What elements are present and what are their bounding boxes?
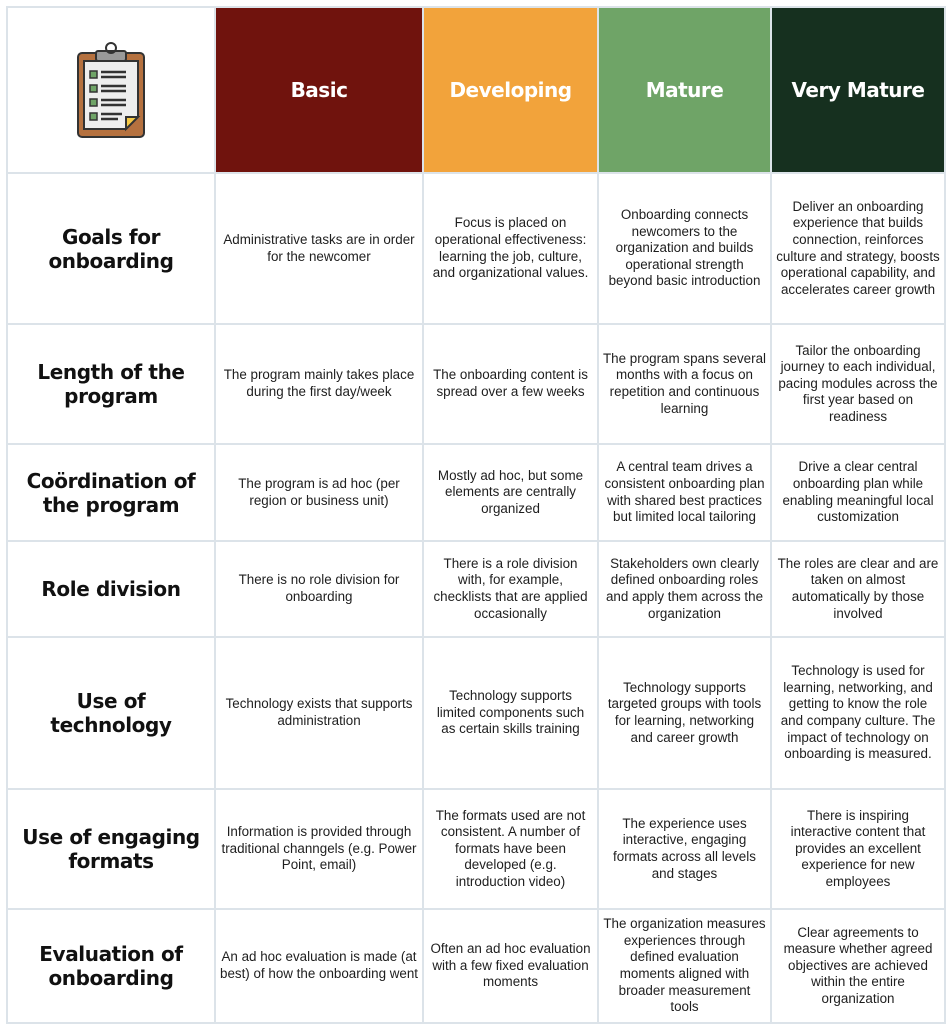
table-cell: The onboarding content is spread over a … [424,325,597,443]
table-cell: The organization measures experiences th… [599,910,770,1022]
table-cell: The roles are clear and are taken on alm… [772,542,944,636]
column-header-basic: Basic [216,8,422,172]
table-cell: Drive a clear central onboarding plan wh… [772,445,944,540]
row-label: Goals for onboarding [8,174,214,323]
table-cell: Tailor the onboarding journey to each in… [772,325,944,443]
table-cell: The formats used are not consistent. A n… [424,790,597,908]
clipboard-checklist-icon [77,42,145,138]
table-cell: Administrative tasks are in order for th… [216,174,422,323]
table-cell: Technology is used for learning, network… [772,638,944,788]
column-header-very-mature: Very Mature [772,8,944,172]
table-cell: The program is ad hoc (per region or bus… [216,445,422,540]
table-cell: A central team drives a consistent onboa… [599,445,770,540]
table-cell: There is no role division for onboarding [216,542,422,636]
table-cell: Information is provided through traditio… [216,790,422,908]
table-cell: Technology supports limited components s… [424,638,597,788]
header-icon-cell [8,8,214,172]
column-header-mature: Mature [599,8,770,172]
row-label: Use of technology [8,638,214,788]
table-cell: Focus is placed on operational effective… [424,174,597,323]
row-label: Length of the program [8,325,214,443]
table-cell: The program spans several months with a … [599,325,770,443]
table-cell: There is inspiring interactive content t… [772,790,944,908]
table-cell: Mostly ad hoc, but some elements are cen… [424,445,597,540]
table-cell: Clear agreements to measure whether agre… [772,910,944,1022]
row-label: Evaluation of onboarding [8,910,214,1022]
table-cell: The program mainly takes place during th… [216,325,422,443]
maturity-table: Basic Developing Mature Very Mature Goal… [6,6,946,1024]
row-label: Role division [8,542,214,636]
row-label: Coördination of the program [8,445,214,540]
table-cell: There is a role division with, for examp… [424,542,597,636]
table-cell: Deliver an onboarding experience that bu… [772,174,944,323]
table-cell: The experience uses interactive, engagin… [599,790,770,908]
table-cell: Stakeholders own clearly defined onboard… [599,542,770,636]
table-cell: An ad hoc evaluation is made (at best) o… [216,910,422,1022]
table-cell: Technology exists that supports administ… [216,638,422,788]
column-header-developing: Developing [424,8,597,172]
row-label: Use of engaging formats [8,790,214,908]
table-cell: Onboarding connects newcomers to the org… [599,174,770,323]
table-cell: Technology supports targeted groups with… [599,638,770,788]
table-cell: Often an ad hoc evaluation with a few fi… [424,910,597,1022]
